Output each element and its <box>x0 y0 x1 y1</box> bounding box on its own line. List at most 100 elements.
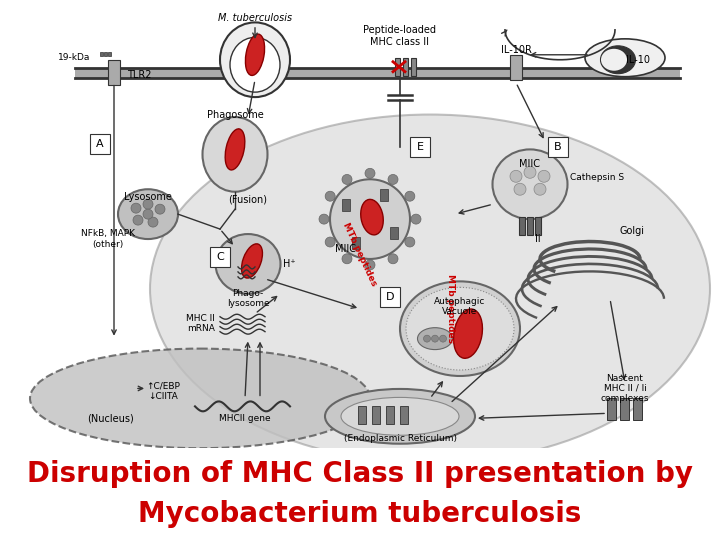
Circle shape <box>342 254 352 264</box>
Bar <box>510 55 522 80</box>
Bar <box>352 237 360 249</box>
Ellipse shape <box>492 150 567 219</box>
Circle shape <box>534 183 546 195</box>
Text: B: B <box>554 143 562 152</box>
Text: H⁺: H⁺ <box>283 259 296 269</box>
Bar <box>403 58 408 76</box>
Ellipse shape <box>325 389 475 444</box>
Ellipse shape <box>220 22 290 97</box>
Ellipse shape <box>418 328 452 349</box>
Circle shape <box>133 215 143 225</box>
Bar <box>535 217 541 235</box>
Text: Ii: Ii <box>535 234 541 244</box>
FancyBboxPatch shape <box>210 247 230 267</box>
Bar <box>527 217 533 235</box>
FancyBboxPatch shape <box>90 134 110 154</box>
Circle shape <box>325 237 336 247</box>
Circle shape <box>365 260 375 270</box>
Bar <box>342 199 350 211</box>
Ellipse shape <box>225 129 245 170</box>
Text: Autophagic
Vacuole: Autophagic Vacuole <box>434 297 486 316</box>
Text: MIIC: MIIC <box>520 159 541 170</box>
Ellipse shape <box>202 117 268 192</box>
Ellipse shape <box>600 46 636 73</box>
Text: (Endoplasmic Reticulum): (Endoplasmic Reticulum) <box>343 434 456 443</box>
Bar <box>633 399 642 420</box>
Bar <box>395 58 400 76</box>
Text: MIIC: MIIC <box>335 244 356 254</box>
Ellipse shape <box>118 189 178 239</box>
Text: Lysosome: Lysosome <box>124 192 172 202</box>
Text: Disruption of MHC Class II presentation by: Disruption of MHC Class II presentation … <box>27 460 693 488</box>
Ellipse shape <box>601 49 627 71</box>
Text: E: E <box>416 143 423 152</box>
Ellipse shape <box>330 179 410 259</box>
Bar <box>519 217 525 235</box>
Text: (Fusion): (Fusion) <box>228 194 268 204</box>
Ellipse shape <box>150 114 710 463</box>
Bar <box>108 60 120 85</box>
Text: A: A <box>96 139 104 150</box>
Ellipse shape <box>241 244 263 278</box>
Circle shape <box>143 209 153 219</box>
Circle shape <box>514 183 526 195</box>
Bar <box>358 407 366 424</box>
Circle shape <box>439 335 446 342</box>
Circle shape <box>388 254 398 264</box>
Bar <box>372 407 380 424</box>
Bar <box>104 52 107 56</box>
Text: Phagosome: Phagosome <box>207 110 264 119</box>
Circle shape <box>143 199 153 209</box>
Ellipse shape <box>230 37 280 92</box>
Ellipse shape <box>215 234 281 294</box>
Circle shape <box>325 191 336 201</box>
Text: M. tuberculosis: M. tuberculosis <box>218 13 292 23</box>
Bar <box>607 399 616 420</box>
Text: MHC II
mRNA: MHC II mRNA <box>186 314 215 333</box>
Text: MTb peptides: MTb peptides <box>446 274 454 343</box>
Ellipse shape <box>454 309 482 359</box>
Text: Nascent
MHC II / Ii
complexes: Nascent MHC II / Ii complexes <box>600 374 649 403</box>
Ellipse shape <box>585 39 665 77</box>
Bar <box>75 68 680 78</box>
Text: Peptide-loaded: Peptide-loaded <box>364 25 436 35</box>
Text: MTb peptides: MTb peptides <box>341 221 379 287</box>
Ellipse shape <box>30 349 370 448</box>
Circle shape <box>405 191 415 201</box>
Circle shape <box>319 214 329 224</box>
Bar <box>411 58 416 76</box>
Text: Golgi: Golgi <box>620 226 645 236</box>
Text: Phago-
lysosome: Phago- lysosome <box>227 289 269 308</box>
Circle shape <box>423 335 431 342</box>
Text: ↑C/EBP
↓CIITA: ↑C/EBP ↓CIITA <box>146 382 180 401</box>
Text: C: C <box>216 252 224 262</box>
Text: D: D <box>386 292 395 302</box>
FancyBboxPatch shape <box>380 287 400 307</box>
Text: 19-kDa: 19-kDa <box>58 53 90 62</box>
Bar <box>400 407 408 424</box>
Ellipse shape <box>341 397 459 435</box>
Text: TLR2: TLR2 <box>127 70 151 80</box>
Circle shape <box>342 174 352 185</box>
Bar <box>390 227 398 239</box>
Text: (Nucleus): (Nucleus) <box>86 413 133 423</box>
Bar <box>108 52 111 56</box>
Circle shape <box>510 170 522 183</box>
Bar <box>100 52 103 56</box>
Circle shape <box>148 217 158 227</box>
Ellipse shape <box>361 199 383 235</box>
Circle shape <box>131 203 141 213</box>
Text: MHC class II: MHC class II <box>371 37 430 47</box>
Circle shape <box>538 170 550 183</box>
Bar <box>620 399 629 420</box>
Ellipse shape <box>406 287 514 370</box>
Bar <box>386 407 394 424</box>
Text: Cathepsin S: Cathepsin S <box>570 173 624 182</box>
Text: Mycobacterium tuberculosis: Mycobacterium tuberculosis <box>138 500 582 528</box>
FancyBboxPatch shape <box>410 138 430 157</box>
Ellipse shape <box>246 34 264 76</box>
Text: NFkB, MAPK
(other): NFkB, MAPK (other) <box>81 230 135 249</box>
Bar <box>380 189 388 201</box>
Ellipse shape <box>400 281 520 376</box>
Circle shape <box>431 335 438 342</box>
